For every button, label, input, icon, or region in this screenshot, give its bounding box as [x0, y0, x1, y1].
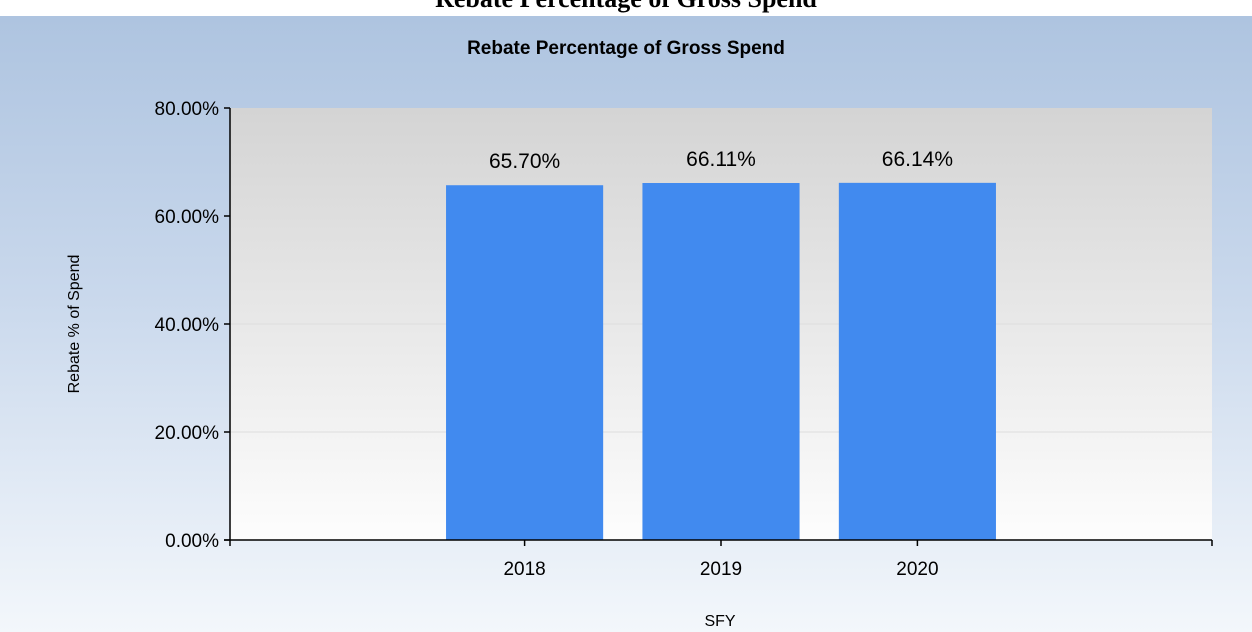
y-tick-label: 0.00% [165, 531, 219, 552]
bar-2018 [446, 185, 604, 540]
y-tick-label: 20.00% [155, 423, 220, 444]
page-heading-text: Rebate Percentage of Gross Spend [0, 0, 1252, 14]
bars [446, 182, 996, 541]
y-tick-label: 40.00% [155, 315, 220, 336]
x-tick-label: 2019 [700, 559, 742, 580]
page-heading-partial: Rebate Percentage of Gross Spend [0, 0, 1252, 16]
x-tick-label: 2020 [896, 559, 938, 580]
axes [224, 107, 1213, 546]
y-tick-label: 60.00% [155, 207, 220, 228]
y-axis-title: Rebate % of Spend [66, 255, 83, 394]
bar-value-label: 65.70% [489, 150, 560, 173]
bar-value-label: 66.11% [686, 148, 756, 171]
bar-2019 [642, 183, 800, 541]
bar-value-label: 66.14% [882, 148, 953, 171]
labels: 0.00% 20.00% 40.00% 60.00% 80.00% 65.70% 2018 6… [155, 99, 953, 580]
x-tick-label: 2018 [503, 559, 545, 580]
y-tick-label: 80.00% [155, 99, 220, 120]
x-axis-title: SFY [704, 613, 735, 630]
bar-2020 [838, 182, 996, 540]
chart-title: Rebate Percentage of Gross Spend [467, 38, 785, 59]
